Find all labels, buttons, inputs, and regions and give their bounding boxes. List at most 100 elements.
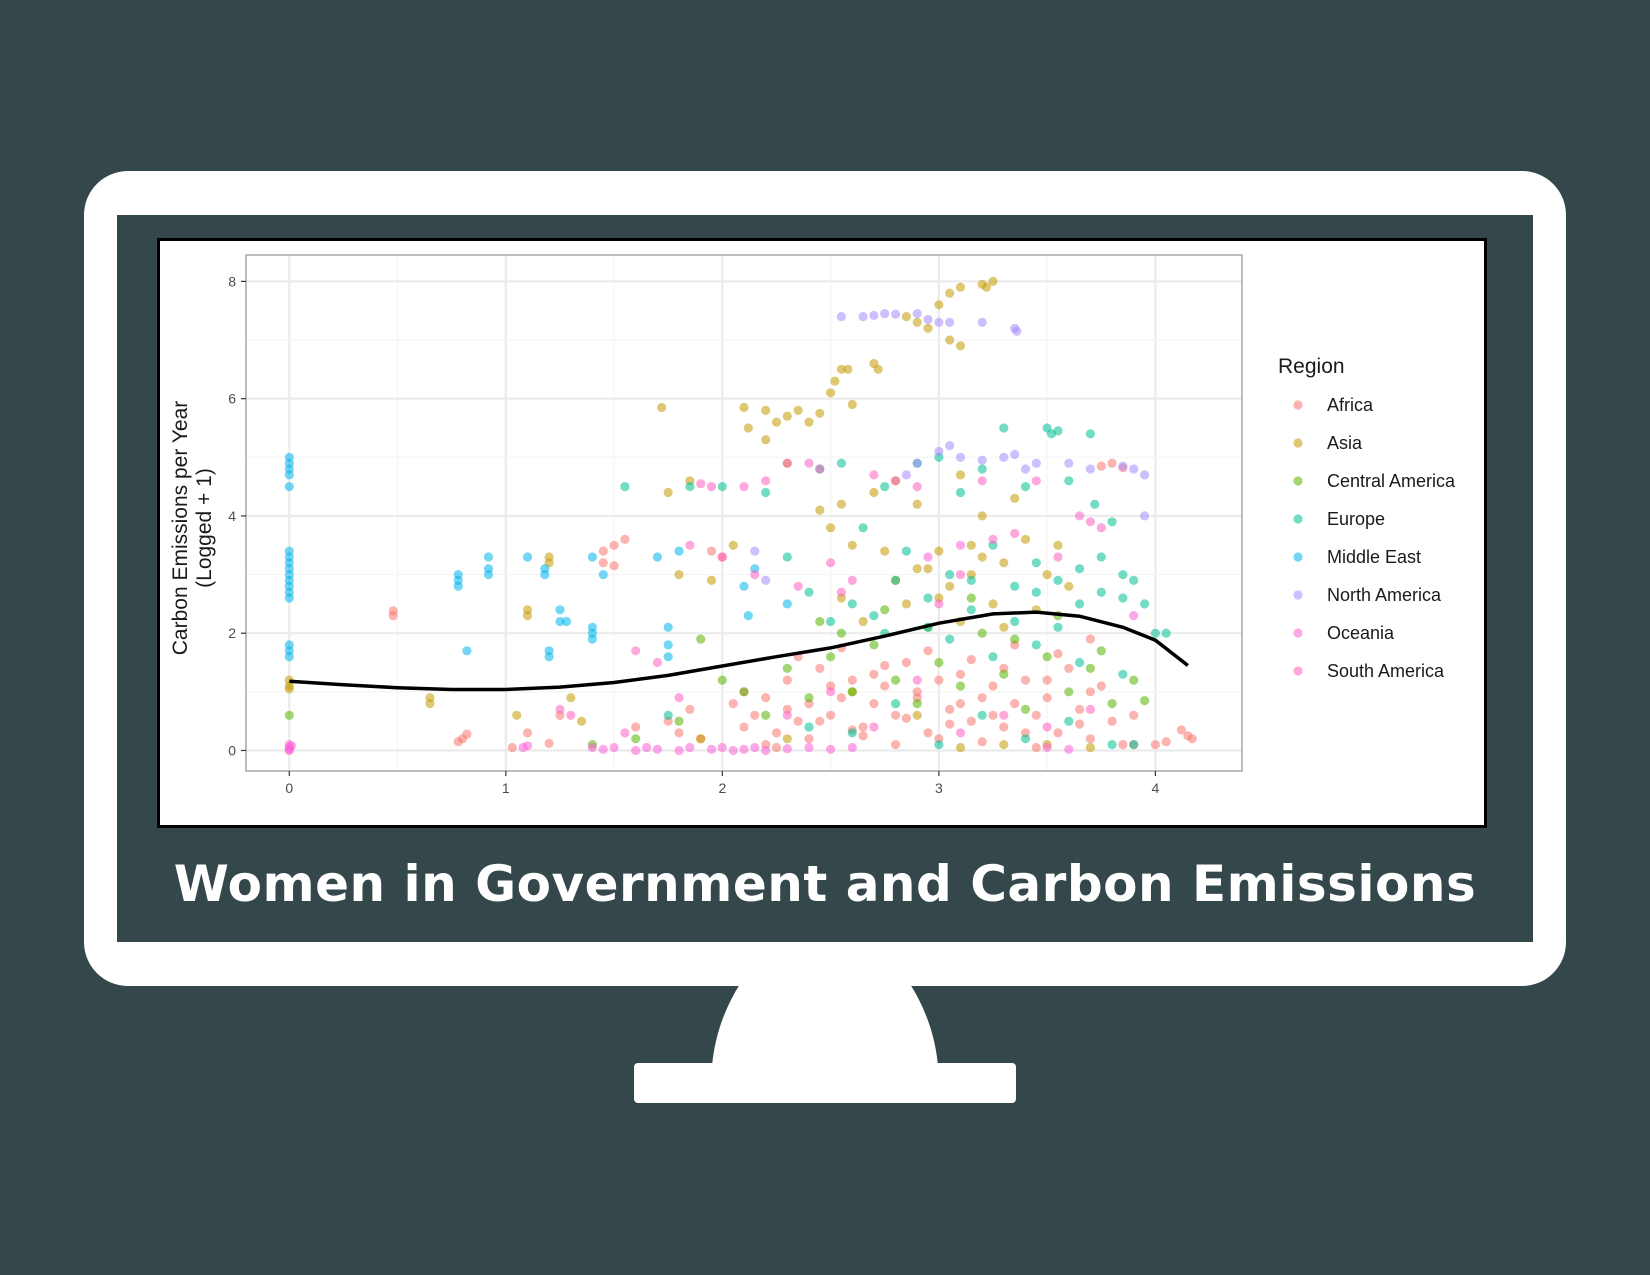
point-south-america xyxy=(955,728,966,738)
point-asia xyxy=(923,564,933,574)
point-middle-east xyxy=(284,593,294,603)
point-europe xyxy=(934,740,944,750)
y-tick-label: 2 xyxy=(228,625,236,641)
point-asia xyxy=(657,402,667,413)
point-south-america xyxy=(782,710,792,720)
point-asia xyxy=(815,408,825,418)
point-middle-east xyxy=(483,570,494,580)
point-middle-east xyxy=(663,640,673,650)
point-africa xyxy=(1107,458,1117,468)
point-asia xyxy=(912,499,922,509)
point-africa xyxy=(977,737,987,747)
point-north-america xyxy=(1140,470,1150,480)
point-europe xyxy=(966,575,976,585)
legend-key xyxy=(1293,666,1303,676)
point-asia xyxy=(696,734,706,744)
point-africa xyxy=(1085,734,1095,744)
point-north-america xyxy=(912,458,922,468)
point-europe xyxy=(1129,575,1139,585)
point-asia xyxy=(858,616,868,627)
point-africa xyxy=(728,699,738,709)
point-europe xyxy=(1118,570,1128,580)
point-oceania xyxy=(286,741,297,751)
point-south-america xyxy=(674,693,684,703)
point-asia xyxy=(945,335,955,345)
legend-label: Europe xyxy=(1327,509,1385,529)
point-africa xyxy=(598,558,608,568)
point-africa xyxy=(945,719,955,729)
point-asia xyxy=(836,499,847,509)
point-south-america xyxy=(793,581,803,591)
point-africa xyxy=(847,675,857,685)
point-europe xyxy=(1031,558,1041,568)
point-central-america xyxy=(674,716,684,726)
point-central-america xyxy=(891,675,901,685)
point-africa xyxy=(891,740,901,750)
y-tick-label: 0 xyxy=(228,742,236,758)
point-asia xyxy=(966,540,976,550)
point-south-america xyxy=(717,552,727,562)
point-north-america xyxy=(1020,464,1031,474)
point-asia xyxy=(1085,742,1095,753)
point-asia xyxy=(804,417,814,427)
point-middle-east xyxy=(522,552,533,562)
monitor-stand-neck xyxy=(712,984,938,1066)
y-tick-label: 8 xyxy=(228,273,236,289)
point-africa xyxy=(912,687,922,697)
point-asia xyxy=(1020,534,1031,544)
point-oceania xyxy=(739,744,749,754)
point-asia xyxy=(923,323,933,333)
point-africa xyxy=(522,728,533,738)
point-asia xyxy=(999,558,1009,568)
point-europe xyxy=(999,423,1009,433)
point-asia xyxy=(739,402,749,413)
point-asia xyxy=(522,605,533,615)
legend-key xyxy=(1293,514,1303,524)
point-central-america xyxy=(739,687,749,697)
point-south-america xyxy=(999,710,1009,720)
point-middle-east xyxy=(652,552,662,562)
point-asia xyxy=(782,734,792,744)
point-africa xyxy=(507,742,517,753)
point-africa xyxy=(453,737,463,747)
point-south-america xyxy=(555,704,565,714)
point-asia xyxy=(955,282,966,292)
point-central-america xyxy=(1020,704,1031,714)
point-oceania xyxy=(685,742,695,753)
point-europe xyxy=(1053,575,1063,585)
point-africa xyxy=(609,561,619,571)
point-asia xyxy=(782,411,792,421)
point-central-america xyxy=(696,634,706,644)
point-asia xyxy=(663,487,673,498)
point-asia xyxy=(955,341,966,351)
point-europe xyxy=(717,482,727,492)
point-africa xyxy=(1053,649,1063,659)
legend-title: Region xyxy=(1278,355,1345,378)
chart-panel: 0 1 2 3 4 0 2 4 6 8 Carbon Emissions per Year (Lo… xyxy=(157,238,1487,828)
point-asia xyxy=(793,405,803,415)
point-oceania xyxy=(923,552,933,562)
point-asia xyxy=(674,570,684,580)
point-asia xyxy=(912,710,922,720)
point-south-america xyxy=(912,482,922,492)
point-europe xyxy=(1020,734,1031,744)
point-africa xyxy=(880,681,890,691)
point-asia xyxy=(934,546,944,556)
point-africa xyxy=(685,704,695,714)
point-africa xyxy=(1107,716,1117,726)
point-europe xyxy=(847,728,857,738)
point-europe xyxy=(1161,628,1171,638)
point-central-america xyxy=(804,693,814,703)
point-north-america xyxy=(923,314,933,325)
point-central-america xyxy=(999,669,1009,679)
point-europe xyxy=(836,458,847,468)
point-central-america xyxy=(284,710,294,720)
point-south-america xyxy=(891,476,901,486)
point-africa xyxy=(999,722,1009,732)
scatter-plot: 0 1 2 3 4 0 2 4 6 8 Carbon Emissions per Year (Lo… xyxy=(169,254,1456,796)
point-africa xyxy=(955,669,966,679)
point-oceania xyxy=(750,742,760,753)
point-africa xyxy=(869,699,879,709)
point-central-america xyxy=(1129,675,1139,685)
point-africa xyxy=(388,606,398,616)
